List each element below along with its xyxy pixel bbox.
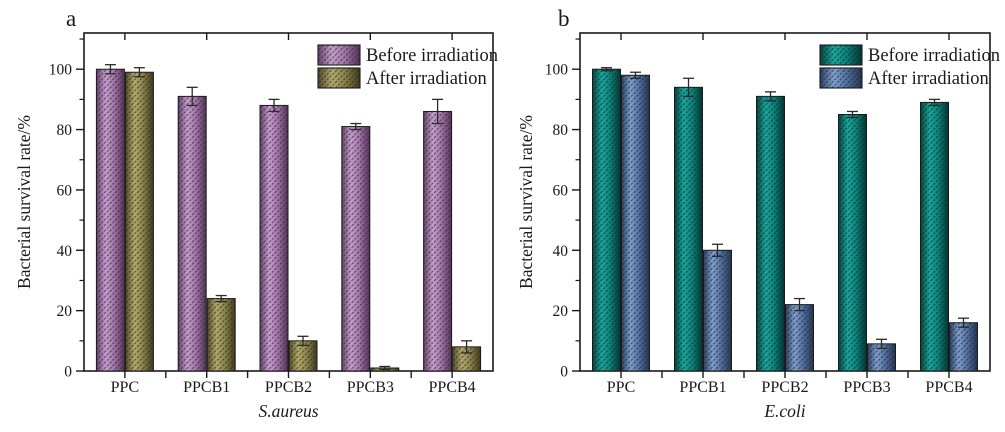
bar-hatch <box>125 72 154 371</box>
y-tick-label: 60 <box>57 182 73 199</box>
series-after <box>124 67 482 372</box>
series-before <box>592 67 949 372</box>
bar-hatch <box>949 322 978 371</box>
bar-hatch <box>423 111 452 371</box>
bar-hatch <box>260 105 288 371</box>
panel-letter: b <box>558 6 570 31</box>
error-bar-PPCB4-before <box>432 98 444 125</box>
error-bar-PPCB1-after <box>712 243 723 257</box>
x-tick-label: PPCB3 <box>347 379 394 396</box>
x-axis: PPC PPCB1 PPCB2 PPCB3 PPCB4 <box>607 33 973 396</box>
x-axis-title: E.coli <box>763 401 805 421</box>
legend-label: Before irradiation <box>868 46 1000 66</box>
legend-swatch <box>819 67 863 89</box>
chart-panel-b: 0 20 40 60 80 100 PPC PPCB1 PPCB2 PPCB3 PPCB4 Befor… <box>516 6 1000 421</box>
x-tick-label: PPCB1 <box>679 379 726 396</box>
error-bar-PPCB2-after <box>297 335 309 346</box>
chart-panel-a: 0 20 40 60 80 100 PPC PPCB1 PPCB2 PPCB3 PPCB4 Befor… <box>14 6 498 421</box>
y-tick-label: 80 <box>57 122 73 139</box>
y-tick-label: 0 <box>560 364 568 381</box>
x-tick-label: PPC <box>111 379 139 396</box>
legend-swatch <box>819 44 863 66</box>
bar-hatch <box>920 102 949 372</box>
y-axis: 0 20 40 60 80 100 <box>49 38 84 381</box>
bar-hatch <box>756 96 785 371</box>
x-tick-label: PPCB4 <box>925 379 972 396</box>
error-bar-PPCB1-before <box>683 77 694 98</box>
x-tick-label: PPC <box>607 379 635 396</box>
error-bar-PPCB2-before <box>765 91 776 102</box>
error-bar-PPCB3-after <box>379 365 391 371</box>
bar-hatch <box>703 250 732 371</box>
y-tick-label: 60 <box>553 182 569 199</box>
y-axis: 0 20 40 60 80 100 <box>545 38 580 381</box>
series-after <box>621 71 978 372</box>
x-tick-label: PPCB2 <box>761 379 808 396</box>
bar-hatch <box>674 87 703 372</box>
error-bar-PPC-after <box>133 67 145 78</box>
y-tick-label: 0 <box>64 364 72 381</box>
y-tick-label: 20 <box>57 303 73 320</box>
error-bar-PPC-before <box>601 67 612 72</box>
error-bar-PPCB3-before <box>847 110 858 119</box>
x-axis-title: S.aureus <box>258 401 318 421</box>
legend-label: After irradiation <box>868 69 989 89</box>
x-tick-label: PPCB4 <box>429 379 476 396</box>
error-bar-PPCB4-after <box>958 317 969 328</box>
legend-label: After irradiation <box>366 69 487 89</box>
error-bar-PPCB3-before <box>350 122 362 131</box>
error-bar-PPC-after <box>630 71 641 79</box>
legend: Before irradiation After irradiation <box>819 44 1000 89</box>
y-tick-label: 40 <box>57 243 73 260</box>
error-bar-PPCB4-after <box>461 340 473 354</box>
error-bar-PPC-before <box>104 64 116 75</box>
x-tick-label: PPCB3 <box>843 379 890 396</box>
panel-letter: a <box>66 6 76 31</box>
x-axis: PPC PPCB1 PPCB2 PPCB3 PPCB4 <box>111 33 476 396</box>
y-axis-title: Bacterial survival rate/% <box>14 115 34 289</box>
x-tick-label: PPCB2 <box>265 379 312 396</box>
legend-swatch <box>317 44 361 66</box>
legend-swatch <box>317 67 361 89</box>
error-bar-PPCB2-after <box>794 297 805 312</box>
y-axis-title: Bacterial survival rate/% <box>516 115 536 289</box>
y-tick-label: 100 <box>545 62 569 79</box>
y-tick-label: 40 <box>553 243 569 260</box>
y-tick-label: 100 <box>49 62 73 79</box>
error-bar-PPCB4-before <box>929 98 940 107</box>
bar-hatch <box>838 114 867 371</box>
error-bar-PPCB1-before <box>186 86 198 107</box>
bar-hatch <box>785 304 814 371</box>
legend: Before irradiation After irradiation <box>317 44 498 89</box>
error-bar-PPCB2-before <box>268 98 280 113</box>
y-tick-label: 80 <box>553 122 569 139</box>
bar-hatch <box>341 126 370 371</box>
error-bar-PPCB1-after <box>215 294 227 303</box>
legend-label: Before irradiation <box>366 46 498 66</box>
x-tick-label: PPCB1 <box>183 379 230 396</box>
bar-hatch <box>207 298 236 371</box>
bar-hatch <box>592 69 621 371</box>
series-before <box>95 64 453 372</box>
bar-hatch <box>96 69 125 371</box>
bar-hatch <box>621 75 650 371</box>
bar-hatch <box>178 96 207 371</box>
error-bar-PPCB3-after <box>876 338 887 350</box>
y-tick-label: 20 <box>553 303 569 320</box>
